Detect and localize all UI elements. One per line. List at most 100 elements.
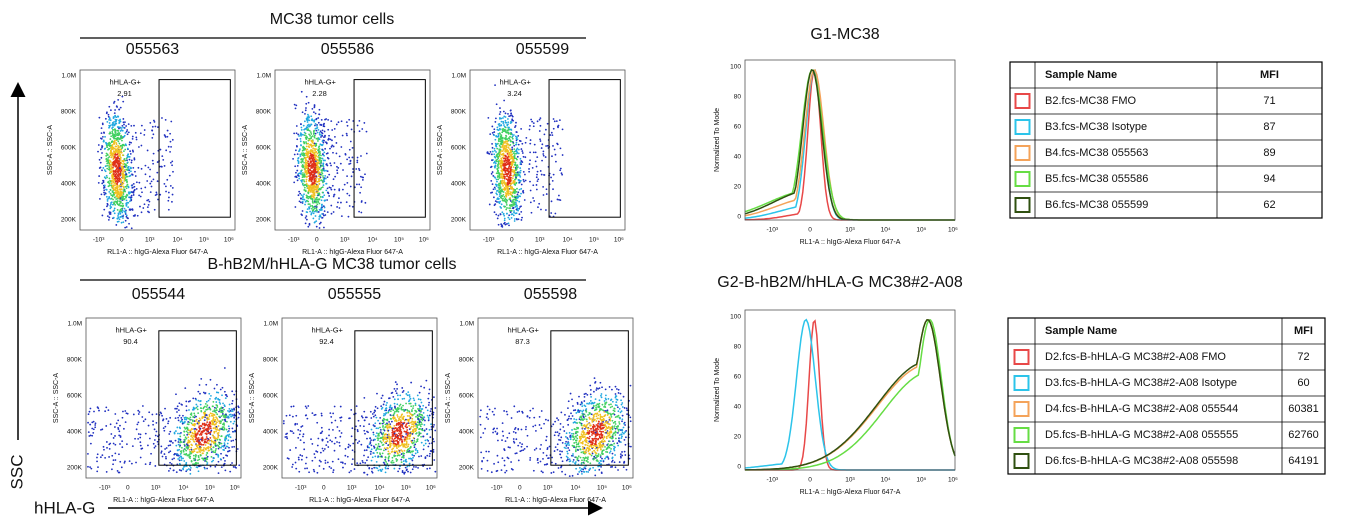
- event-dot: [313, 132, 315, 134]
- event-dot: [218, 420, 220, 423]
- event-dot: [193, 463, 196, 465]
- event-dot: [542, 153, 545, 155]
- event-dot: [507, 131, 510, 134]
- event-dot: [115, 158, 117, 160]
- event-dot: [206, 451, 209, 454]
- event-dot: [322, 214, 325, 217]
- event-dot: [107, 113, 110, 116]
- event-dot: [137, 433, 140, 435]
- event-dot: [307, 113, 309, 116]
- event-dot: [189, 438, 192, 441]
- event-dot: [310, 162, 312, 164]
- event-dot: [171, 193, 174, 196]
- event-dot: [520, 211, 523, 213]
- event-dot: [499, 143, 502, 145]
- event-dot: [208, 418, 210, 421]
- event-dot: [309, 205, 312, 207]
- event-dot: [321, 205, 323, 207]
- event-dot: [495, 178, 498, 181]
- event-dot: [513, 150, 516, 153]
- event-dot: [307, 129, 310, 132]
- event-dot: [129, 196, 132, 199]
- event-dot: [115, 118, 118, 121]
- event-dot: [120, 188, 123, 191]
- event-dot: [530, 211, 533, 214]
- event-dot: [416, 451, 419, 454]
- event-dot: [114, 435, 116, 437]
- event-dot: [509, 135, 511, 138]
- event-dot: [194, 457, 196, 460]
- event-dot: [543, 173, 545, 176]
- event-dot: [220, 415, 223, 418]
- event-dot: [121, 202, 124, 205]
- event-dot: [308, 185, 310, 187]
- event-dot: [321, 157, 324, 160]
- event-dot: [214, 449, 217, 452]
- event-dot: [108, 116, 111, 119]
- y-tick-label: 200K: [61, 217, 77, 224]
- event-dot: [513, 144, 516, 147]
- event-dot: [129, 174, 132, 177]
- event-dot: [302, 433, 305, 436]
- event-dot: [535, 176, 538, 179]
- event-dot: [313, 120, 316, 123]
- event-dot: [325, 142, 328, 145]
- event-dot: [308, 133, 310, 136]
- event-dot: [227, 450, 230, 453]
- event-dot: [382, 439, 385, 442]
- event-dot: [167, 208, 170, 211]
- event-dot: [126, 194, 129, 197]
- event-dot: [306, 117, 309, 120]
- event-dot: [320, 412, 323, 415]
- event-dot: [116, 148, 119, 150]
- event-dot: [304, 166, 306, 168]
- event-dot: [168, 433, 171, 435]
- event-dot: [304, 222, 307, 225]
- event-dot: [109, 189, 112, 191]
- event-dot: [487, 117, 490, 119]
- event-dot: [105, 195, 108, 198]
- event-dot: [195, 447, 198, 450]
- event-dot: [233, 420, 236, 423]
- event-dot: [218, 415, 221, 418]
- event-dot: [216, 438, 219, 441]
- event-dot: [105, 158, 108, 161]
- event-dot: [148, 437, 151, 440]
- event-dot: [502, 191, 505, 193]
- event-dot: [216, 406, 219, 408]
- event-dot: [502, 117, 504, 119]
- event-dot: [313, 453, 316, 455]
- event-dot: [302, 173, 305, 176]
- event-dot: [114, 122, 117, 125]
- event-dot: [101, 182, 104, 185]
- event-dot: [318, 215, 321, 218]
- event-dot: [203, 429, 206, 432]
- event-dot: [315, 129, 318, 132]
- event-dot: [121, 166, 124, 169]
- event-dot: [500, 173, 502, 175]
- event-dot: [121, 205, 124, 208]
- event-dot: [178, 469, 181, 471]
- x-tick-label: 10⁴: [173, 237, 183, 244]
- event-dot: [299, 155, 302, 158]
- event-dot: [137, 421, 140, 424]
- event-dot: [101, 146, 103, 149]
- event-dot: [122, 126, 125, 129]
- event-dot: [116, 470, 119, 472]
- event-dot: [313, 194, 316, 197]
- event-dot: [181, 421, 184, 423]
- event-dot: [322, 176, 325, 179]
- event-dot: [315, 204, 318, 207]
- event-dot: [144, 418, 147, 421]
- event-dot: [300, 194, 303, 196]
- event-dot: [147, 444, 149, 447]
- event-dot: [211, 460, 213, 463]
- event-dot: [108, 169, 111, 171]
- event-dot: [209, 437, 212, 439]
- event-dot: [433, 396, 435, 399]
- event-dot: [171, 200, 173, 203]
- event-dot: [501, 170, 504, 173]
- event-dot: [516, 187, 518, 190]
- event-dot: [105, 154, 108, 157]
- event-dot: [116, 174, 119, 177]
